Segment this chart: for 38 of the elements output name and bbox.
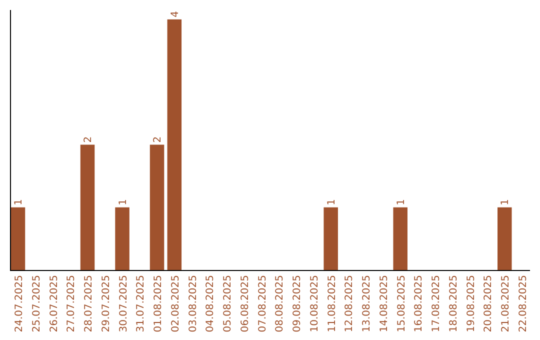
x-tick-label: 17.08.2025 [431,275,442,332]
x-tick-label: 02.08.2025 [170,275,182,332]
x-tick-label: 20.08.2025 [483,275,494,332]
x-tick-label: 13.08.2025 [362,275,373,332]
x-tick-label: 30.07.2025 [118,275,130,332]
x-tick-label: 15.08.2025 [396,275,408,332]
x-tick-label: 18.08.2025 [448,275,460,332]
x-tick-label: 28.07.2025 [84,275,95,332]
x-tick-label: 21.08.2025 [500,275,512,332]
data-label: 1 [500,198,512,206]
x-tick-label: 11.08.2025 [326,275,338,332]
data-label: 2 [152,136,164,143]
x-tick-label: 04.08.2025 [205,275,216,332]
data-label: 1 [13,198,24,206]
x-tick-label: 29.07.2025 [100,275,112,332]
x-tick-label: 25.07.2025 [31,275,42,332]
x-tick-label: 16.08.2025 [414,275,425,332]
x-tick-label: 26.07.2025 [48,275,60,332]
x-tick-label: 09.08.2025 [292,275,304,332]
data-label: 4 [170,11,181,18]
x-tick-label: 01.08.2025 [153,275,164,332]
x-tick-label: 03.08.2025 [188,275,199,332]
x-tick-label: 14.08.2025 [378,275,390,332]
x-tick-label: 12.08.2025 [344,275,356,332]
x-tick-label: 06.08.2025 [240,275,251,332]
x-tick-label: 07.08.2025 [257,275,268,332]
data-label: 1 [396,198,407,206]
x-tick-label: 19.08.2025 [466,275,477,332]
x-tick-label: 31.07.2025 [136,275,147,332]
x-tick-label: 27.07.2025 [66,275,78,332]
x-tick-label: 05.08.2025 [222,275,234,332]
data-label: 1 [118,198,129,206]
x-tick-label: 10.08.2025 [309,275,320,332]
x-tick-label: 24.07.2025 [14,275,25,332]
x-tick-label: 22.08.2025 [518,275,530,332]
data-label: 2 [83,136,94,143]
data-label: 1 [326,198,338,206]
x-tick-label: 08.08.2025 [274,275,286,332]
